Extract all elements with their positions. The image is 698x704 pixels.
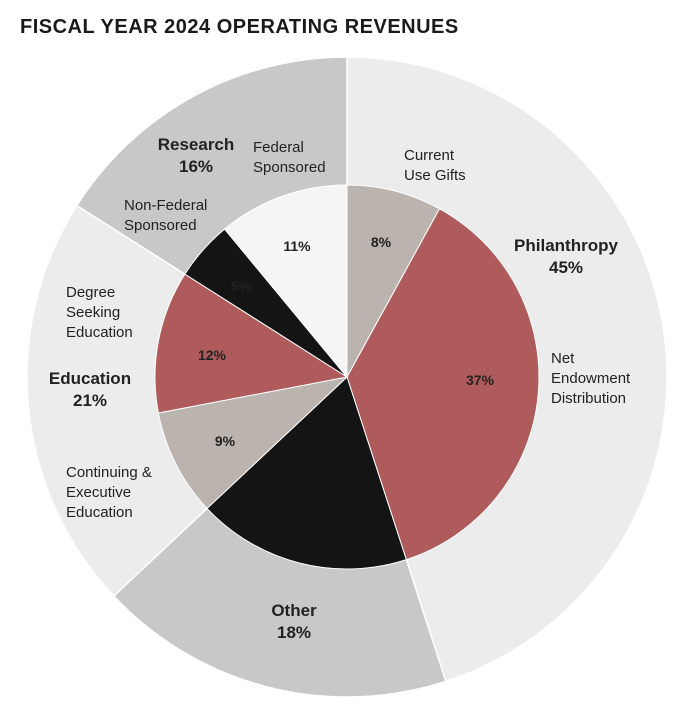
inner-label-federal-sponsored: Federal Sponsored <box>253 139 326 176</box>
inner-slice-continuing-executive-education <box>157 376 349 510</box>
outer-label-education: Education 21% <box>49 369 131 410</box>
inner-label-non-federal-sponsored: Non-Federal Sponsored <box>124 197 207 234</box>
inner-slice-federal-sponsored <box>223 184 348 379</box>
inner-ring <box>154 184 540 570</box>
inner-label-continuing-executive-education: Continuing & Executive Education <box>66 464 152 521</box>
outer-label-other: Other 18% <box>271 601 317 642</box>
inner-label-current-use-gifts: Current Use Gifts <box>404 147 466 184</box>
inner-slice-other <box>206 376 407 570</box>
inner-label-net-endowment-distribution: Net Endowment Distribution <box>551 350 631 407</box>
outer-label-research: Research 16% <box>158 135 235 176</box>
chart-title: FISCAL YEAR 2024 OPERATING REVENUES <box>20 16 459 38</box>
inner-label-degree-seeking-education: Degree Seeking Education <box>66 284 133 341</box>
inner-pct-net-endowment-distribution: 37% <box>466 372 495 388</box>
inner-pct-degree-seeking-education: 12% <box>198 347 227 363</box>
inner-slice-degree-seeking-education <box>154 273 349 414</box>
inner-pct-federal-sponsored: 11% <box>283 238 311 254</box>
inner-pct-continuing-executive-education: 9% <box>215 433 236 449</box>
inner-pct-non-federal-sponsored: 5% <box>231 278 252 294</box>
inner-slice-net-endowment-distribution <box>346 208 540 561</box>
inner-slice-current-use-gifts <box>346 184 441 378</box>
outer-label-philanthropy: Philanthropy 45% <box>514 236 618 277</box>
inner-pct-current-use-gifts: 8% <box>371 234 392 250</box>
chart-labels: Philanthropy 45% Other 18% Education 21% Resea… <box>49 135 631 642</box>
